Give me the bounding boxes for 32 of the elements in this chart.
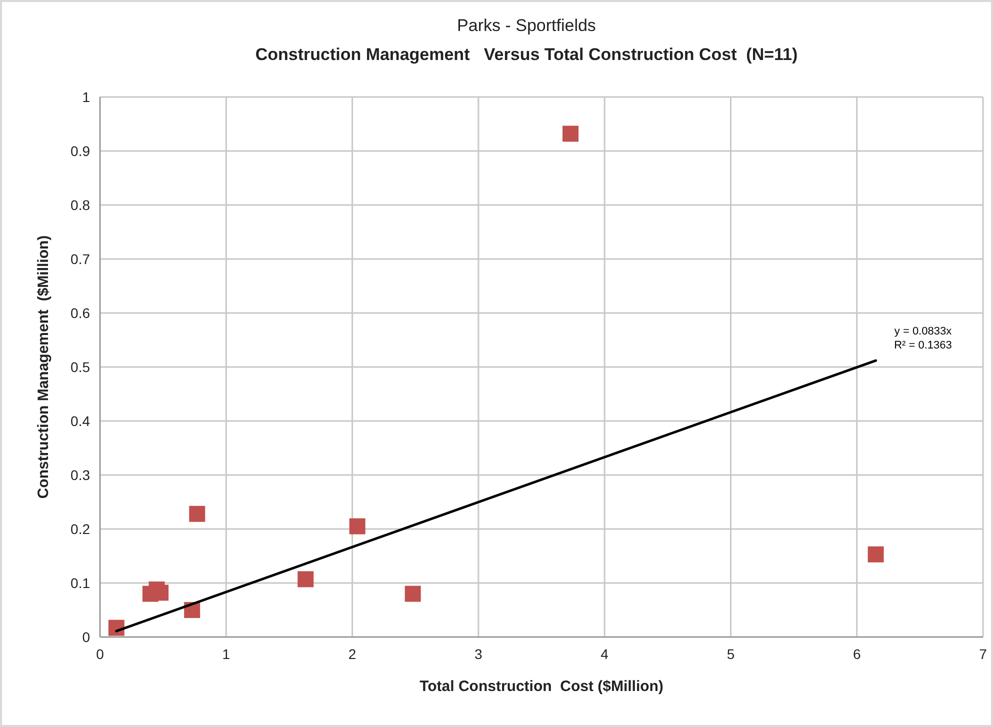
point [562,126,579,142]
y-tick-label: 0.9 [70,143,90,159]
y-tick-label: 0 [82,629,90,645]
point [868,546,884,562]
y-tick-label: 0.2 [70,521,90,537]
annotation: y = 0.0833x [894,326,952,338]
x-tick-label: 4 [600,646,609,662]
x-tick-label: 5 [726,646,735,662]
y-tick-label: 0.7 [70,251,90,267]
point [404,586,421,602]
annotation: R² = 0.1363 [894,340,952,352]
x-axis-title: Total Construction Cost ($Million) [420,678,664,695]
y-tick-label: 0.4 [70,413,90,429]
y-axis-title: Construction Management ($Million) [35,235,52,499]
y-tick-label: 0.5 [70,359,90,375]
chart-subtitle: Construction Management Versus Total Construction Cost (N=11) [255,45,798,64]
x-tick-label: 7 [979,646,988,662]
point [108,620,124,636]
x-tick-label: 2 [348,646,356,662]
y-tick-label: 0.8 [70,197,90,213]
point [349,518,366,534]
point [298,571,314,588]
x-tick-label: 0 [96,646,104,662]
point [189,506,206,522]
x-tick-label: 6 [852,646,861,662]
y-tick-label: 0.1 [70,575,90,591]
y-tick-label: 0.6 [70,305,90,321]
chart-title: Parks - Sportfields [457,16,596,35]
x-tick-label: 1 [222,646,230,662]
y-tick-label: 1 [82,89,90,105]
x-tick-label: 3 [474,646,483,662]
y-tick-label: 0.3 [70,467,90,483]
